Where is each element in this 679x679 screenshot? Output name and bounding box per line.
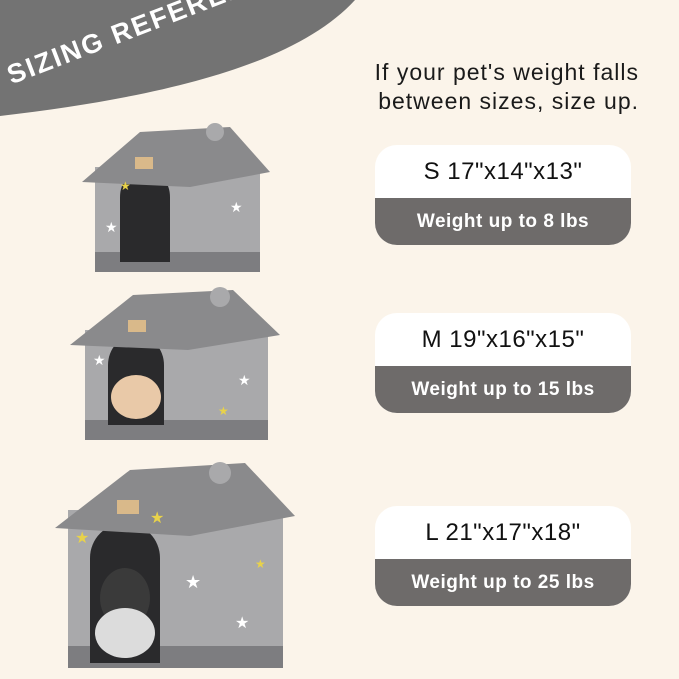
svg-text:★: ★: [75, 530, 89, 547]
svg-text:★: ★: [93, 352, 106, 368]
tip-line-1: If your pet's weight falls: [374, 59, 639, 85]
pet-house-medium-icon: ★ ★ ★: [70, 287, 280, 440]
size-weight: Weight up to 15 lbs: [375, 366, 631, 413]
size-weight: Weight up to 8 lbs: [375, 198, 631, 245]
svg-text:★: ★: [150, 510, 164, 527]
svg-text:★: ★: [105, 219, 118, 235]
sizing-tip: If your pet's weight falls between sizes…: [375, 58, 639, 116]
svg-text:★: ★: [218, 404, 229, 418]
size-dimensions: M 19"x16"x15": [421, 325, 585, 353]
svg-text:★: ★: [238, 372, 251, 388]
pet-house-large-icon: ★ ★ ★ ★ ★: [55, 462, 295, 668]
size-card-l: L 21"x17"x18" Weight up to 25 lbs: [375, 506, 631, 606]
svg-text:★: ★: [120, 179, 131, 193]
svg-text:★: ★: [235, 615, 249, 632]
size-dimensions: S 17"x14"x13": [423, 157, 583, 185]
pet-house-small-icon: ★ ★ ★: [82, 123, 270, 272]
svg-text:★: ★: [185, 572, 201, 592]
size-card-s: S 17"x14"x13" Weight up to 8 lbs: [375, 145, 631, 245]
svg-text:★: ★: [230, 199, 243, 215]
svg-text:★: ★: [255, 557, 266, 571]
tip-line-2: between sizes, size up.: [378, 88, 639, 114]
size-dimensions: L 21"x17"x18": [425, 518, 581, 546]
size-card-m: M 19"x16"x15" Weight up to 15 lbs: [375, 313, 631, 413]
size-weight: Weight up to 25 lbs: [375, 559, 631, 606]
